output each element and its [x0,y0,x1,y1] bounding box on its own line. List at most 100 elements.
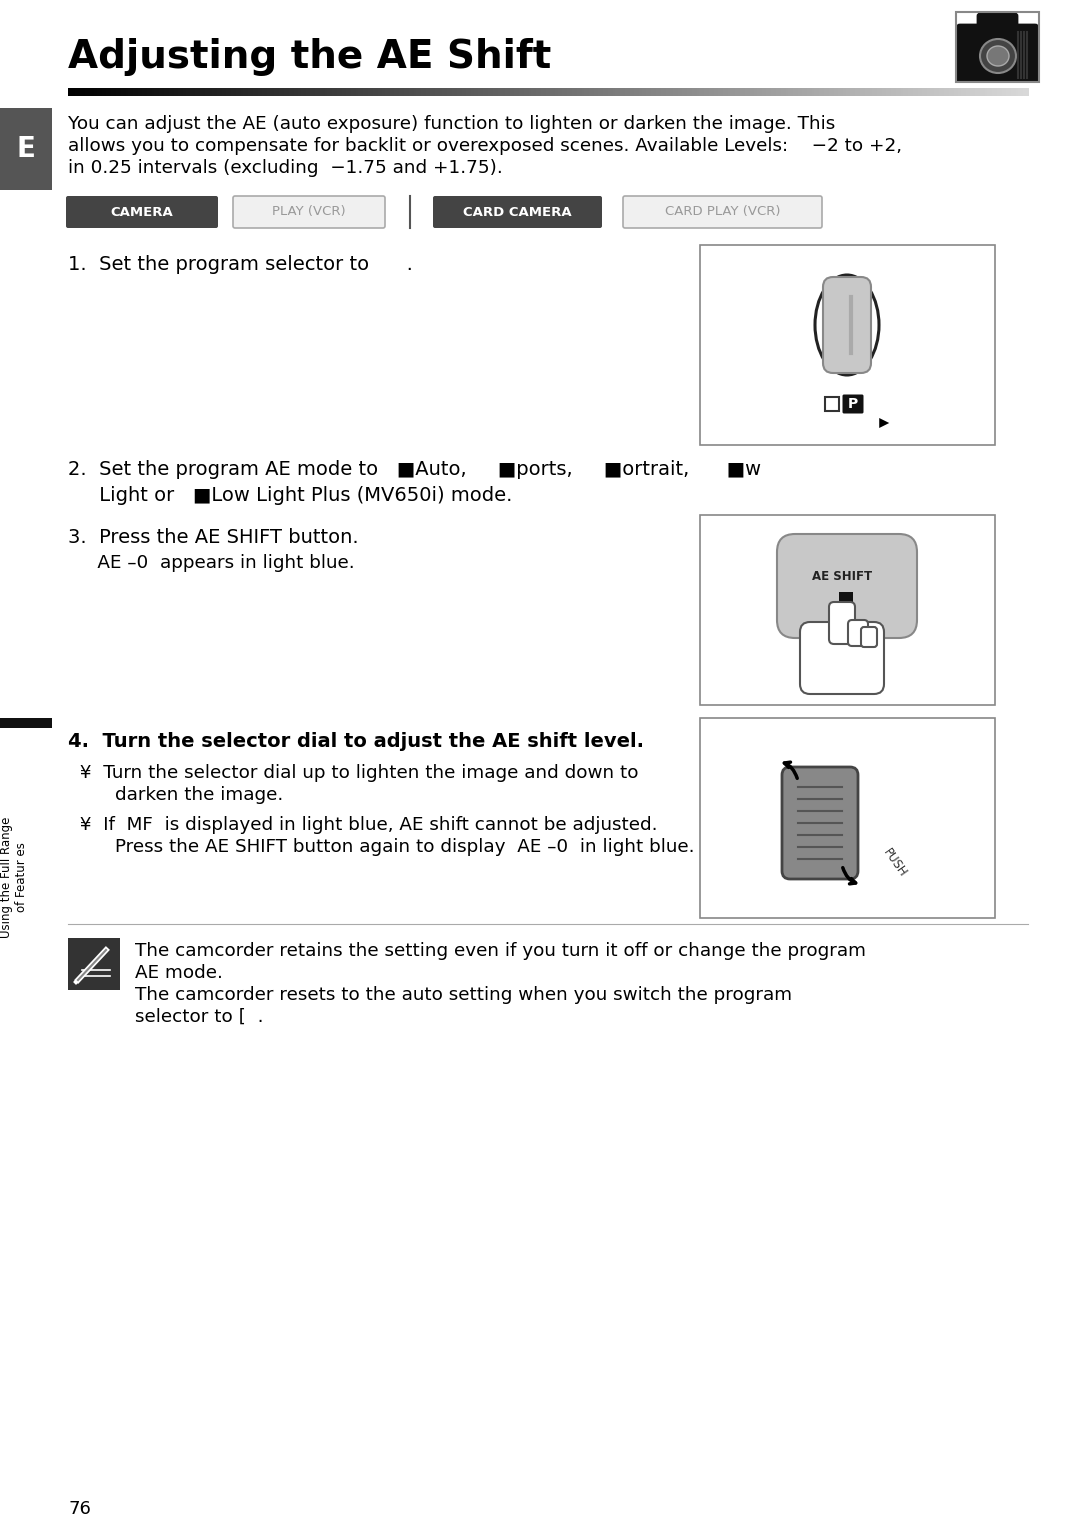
Bar [836,87,839,97]
Bar [325,87,327,97]
Bar [869,87,873,97]
Bar [832,87,834,97]
Bar [828,87,832,97]
Text: 3.  Press the AE SHIFT button.: 3. Press the AE SHIFT button. [68,528,359,546]
Bar [129,87,131,97]
Bar [486,87,488,97]
Bar [716,87,719,97]
Bar [642,87,645,97]
Bar [251,87,254,97]
FancyBboxPatch shape [957,25,1038,81]
Bar [286,87,289,97]
Bar [539,87,541,97]
Bar [669,87,671,97]
Bar [680,87,683,97]
Bar [671,87,673,97]
Bar [168,87,172,97]
FancyBboxPatch shape [777,534,917,639]
Bar [908,87,910,97]
Bar [298,87,301,97]
Bar [382,87,386,97]
Bar [750,87,753,97]
Bar [119,87,121,97]
Bar [885,87,887,97]
Bar [229,87,232,97]
Bar [534,87,537,97]
Bar [157,87,160,97]
Bar [755,87,757,97]
FancyBboxPatch shape [978,14,1017,35]
Bar [993,87,995,97]
Ellipse shape [980,38,1016,74]
Bar [612,87,616,97]
Bar [899,87,902,97]
FancyBboxPatch shape [782,768,858,880]
Text: AE SHIFT: AE SHIFT [812,571,872,583]
Bar [563,87,565,97]
Bar [728,87,731,97]
Bar [714,87,716,97]
Bar [85,87,87,97]
Bar [567,87,570,97]
Text: AE –0  appears in light blue.: AE –0 appears in light blue. [68,554,354,573]
Bar [553,87,556,97]
Bar [339,87,342,97]
Bar [152,87,154,97]
Bar [131,87,133,97]
Bar [341,87,345,97]
Bar [726,87,729,97]
Bar [195,87,198,97]
Bar [1018,87,1022,97]
Bar [700,718,995,918]
Bar [779,87,781,97]
Bar [469,87,472,97]
Bar [447,87,450,97]
Bar [677,87,680,97]
Bar [584,87,586,97]
Bar [630,87,633,97]
Bar [231,87,234,97]
Bar [575,87,578,97]
Bar [773,87,777,97]
Bar [455,87,457,97]
Text: The camcorder retains the setting even if you turn it off or change the program: The camcorder retains the setting even i… [135,942,866,959]
Bar [394,87,397,97]
Bar [647,87,649,97]
Bar [531,87,535,97]
Bar [639,87,643,97]
Bar [414,87,417,97]
Bar [690,87,692,97]
Bar [176,87,179,97]
Bar [318,87,321,97]
Bar [665,87,669,97]
Text: selector to [  .: selector to [ . [135,1008,264,1025]
Bar [526,87,529,97]
Bar [184,87,186,97]
Bar [390,87,392,97]
Bar [519,87,522,97]
Bar [406,87,409,97]
Bar [841,87,843,97]
Bar [351,87,354,97]
FancyBboxPatch shape [861,626,877,646]
Bar [411,87,414,97]
Bar [634,87,637,97]
Bar [858,87,861,97]
Bar [541,87,543,97]
Bar [435,87,438,97]
Bar [308,87,311,97]
Bar [771,87,774,97]
Bar [483,87,486,97]
Bar [820,87,822,97]
Bar [335,87,337,97]
Bar [594,87,596,97]
Bar [245,87,248,97]
Bar [282,87,284,97]
Bar [659,87,661,97]
Bar [569,87,572,97]
Bar [548,87,551,97]
Bar [409,87,411,97]
Bar [421,87,423,97]
Bar [999,87,1002,97]
FancyBboxPatch shape [66,196,218,229]
